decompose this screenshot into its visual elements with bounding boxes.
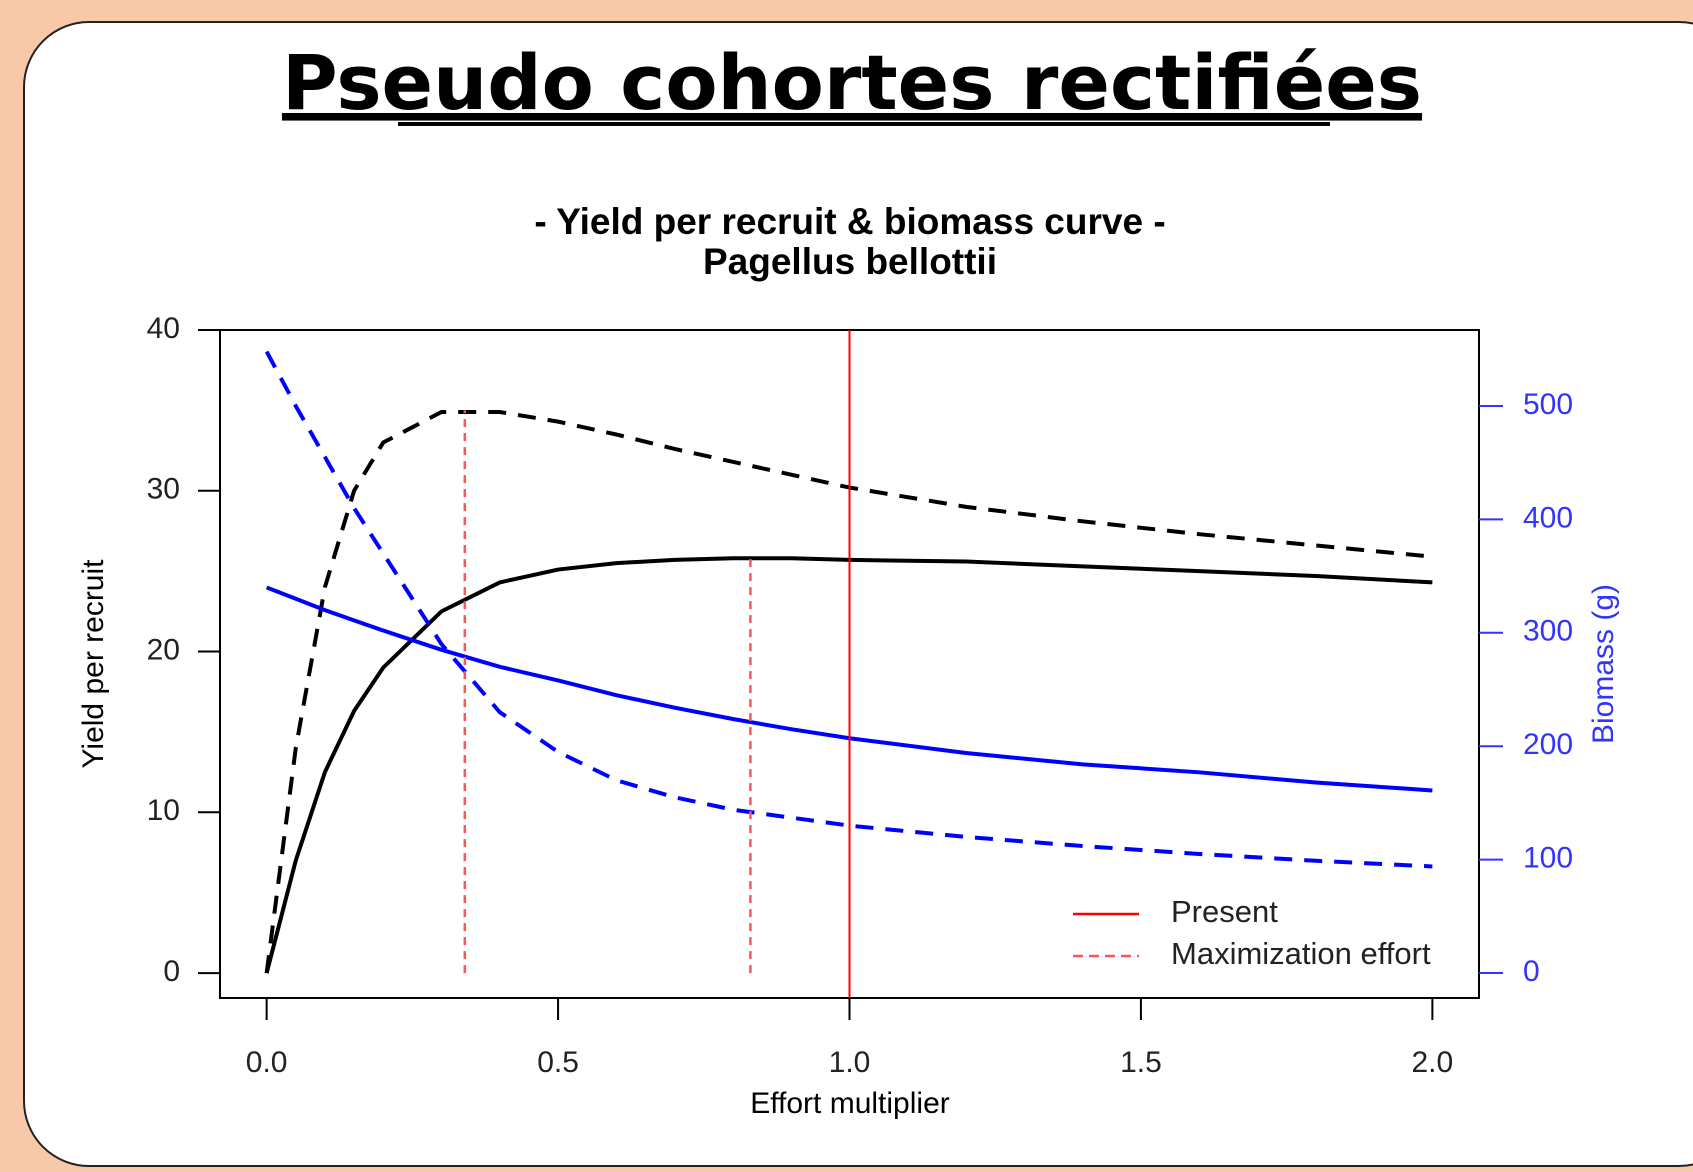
heading: Pseudo cohortes rectifiées — [282, 38, 1422, 127]
series-line — [264, 556, 1433, 974]
x-axis-label: Effort multiplier — [750, 1087, 950, 1120]
y2-tick-label: 0 — [1523, 955, 1540, 988]
x-tick-label: 0.5 — [537, 1046, 579, 1079]
y-tick-label: 40 — [147, 312, 180, 345]
y-tick-label: 20 — [147, 633, 180, 666]
x-tick-label: 1.0 — [829, 1046, 871, 1079]
y2-tick-label: 200 — [1523, 728, 1573, 761]
chart-title: - Yield per recruit & biomass curve - — [534, 201, 1165, 242]
y2-tick-label: 500 — [1523, 388, 1573, 421]
x-tick-label: 0.0 — [246, 1046, 288, 1079]
y-tick-label: 30 — [147, 473, 180, 506]
y-tick-label: 10 — [147, 794, 180, 827]
legend-label: Maximization effort — [1171, 936, 1431, 971]
legend-label: Present — [1171, 894, 1278, 929]
y-axis-label: Yield per recruit — [77, 559, 110, 769]
y2-tick-label: 100 — [1523, 842, 1573, 875]
y2-tick-label: 400 — [1523, 501, 1573, 534]
series-line — [265, 585, 1433, 793]
panel — [23, 21, 1693, 1167]
series-line — [264, 350, 1433, 869]
y2-tick-label: 300 — [1523, 615, 1573, 648]
chart-subtitle: Pagellus bellottii — [703, 241, 997, 282]
x-tick-label: 2.0 — [1412, 1046, 1454, 1079]
y2-axis-label: Biomass (g) — [1587, 584, 1620, 744]
y-tick-label: 0 — [163, 955, 180, 988]
series-line — [264, 409, 1433, 974]
x-tick-label: 1.5 — [1120, 1046, 1162, 1079]
